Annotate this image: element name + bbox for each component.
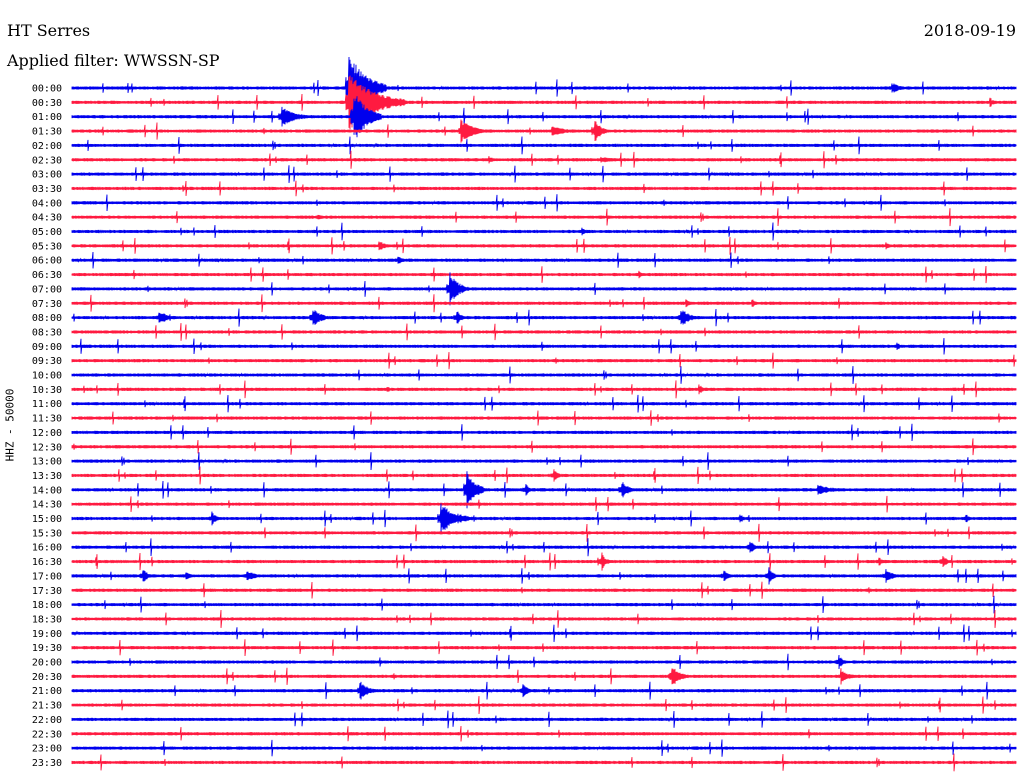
time-tick-label: 09:30 — [32, 356, 62, 367]
time-tick-label: 04:30 — [32, 213, 62, 224]
time-tick-label: 08:00 — [32, 313, 62, 324]
record-date: 2018-09-19 — [923, 21, 1016, 40]
time-tick-label: 04:00 — [32, 198, 62, 209]
time-tick-label: 01:00 — [32, 112, 62, 123]
time-tick-label: 17:00 — [32, 571, 62, 582]
time-tick-label: 10:00 — [32, 371, 62, 382]
time-tick-label: 15:30 — [32, 528, 62, 539]
time-tick-label: 00:00 — [32, 84, 62, 95]
time-tick-label: 11:30 — [32, 414, 62, 425]
time-tick-label: 02:30 — [32, 155, 62, 166]
time-tick-label: 22:30 — [32, 729, 62, 740]
time-tick-label: 05:30 — [32, 241, 62, 252]
time-tick-label: 10:30 — [32, 385, 62, 396]
time-tick-label: 22:00 — [32, 715, 62, 726]
time-tick-label: 05:00 — [32, 227, 62, 238]
time-tick-label: 23:30 — [32, 758, 62, 769]
filter-label: Applied filter: WWSSN-SP — [7, 51, 220, 70]
time-tick-label: 20:00 — [32, 658, 62, 669]
time-tick-label: 06:00 — [32, 256, 62, 267]
time-tick-label: 02:00 — [32, 141, 62, 152]
time-tick-label: 11:00 — [32, 399, 62, 410]
time-tick-label: 17:30 — [32, 586, 62, 597]
time-tick-label: 16:00 — [32, 543, 62, 554]
time-tick-label: 19:00 — [32, 629, 62, 640]
time-tick-label: 07:00 — [32, 284, 62, 295]
time-tick-label: 00:30 — [32, 98, 62, 109]
time-tick-label: 08:30 — [32, 327, 62, 338]
time-tick-label: 19:30 — [32, 643, 62, 654]
time-tick-label: 03:00 — [32, 170, 62, 181]
time-tick-label: 21:30 — [32, 701, 62, 712]
time-tick-label: 01:30 — [32, 127, 62, 138]
time-tick-label: 06:30 — [32, 270, 62, 281]
time-tick-label: 20:30 — [32, 672, 62, 683]
time-tick-label: 13:00 — [32, 457, 62, 468]
time-tick-label: 09:00 — [32, 342, 62, 353]
station-name: HT Serres — [7, 21, 91, 40]
time-tick-label: 18:30 — [32, 614, 62, 625]
time-tick-label: 15:00 — [32, 514, 62, 525]
time-tick-label: 14:30 — [32, 500, 62, 511]
time-tick-label: 07:30 — [32, 299, 62, 310]
time-tick-label: 12:00 — [32, 428, 62, 439]
time-tick-label: 18:00 — [32, 600, 62, 611]
time-tick-label: 13:30 — [32, 471, 62, 482]
time-tick-label: 23:00 — [32, 744, 62, 755]
time-tick-label: 16:30 — [32, 557, 62, 568]
time-tick-label: 03:30 — [32, 184, 62, 195]
time-tick-label: 12:30 — [32, 442, 62, 453]
time-tick-label: 14:00 — [32, 485, 62, 496]
time-tick-label: 21:00 — [32, 686, 62, 697]
